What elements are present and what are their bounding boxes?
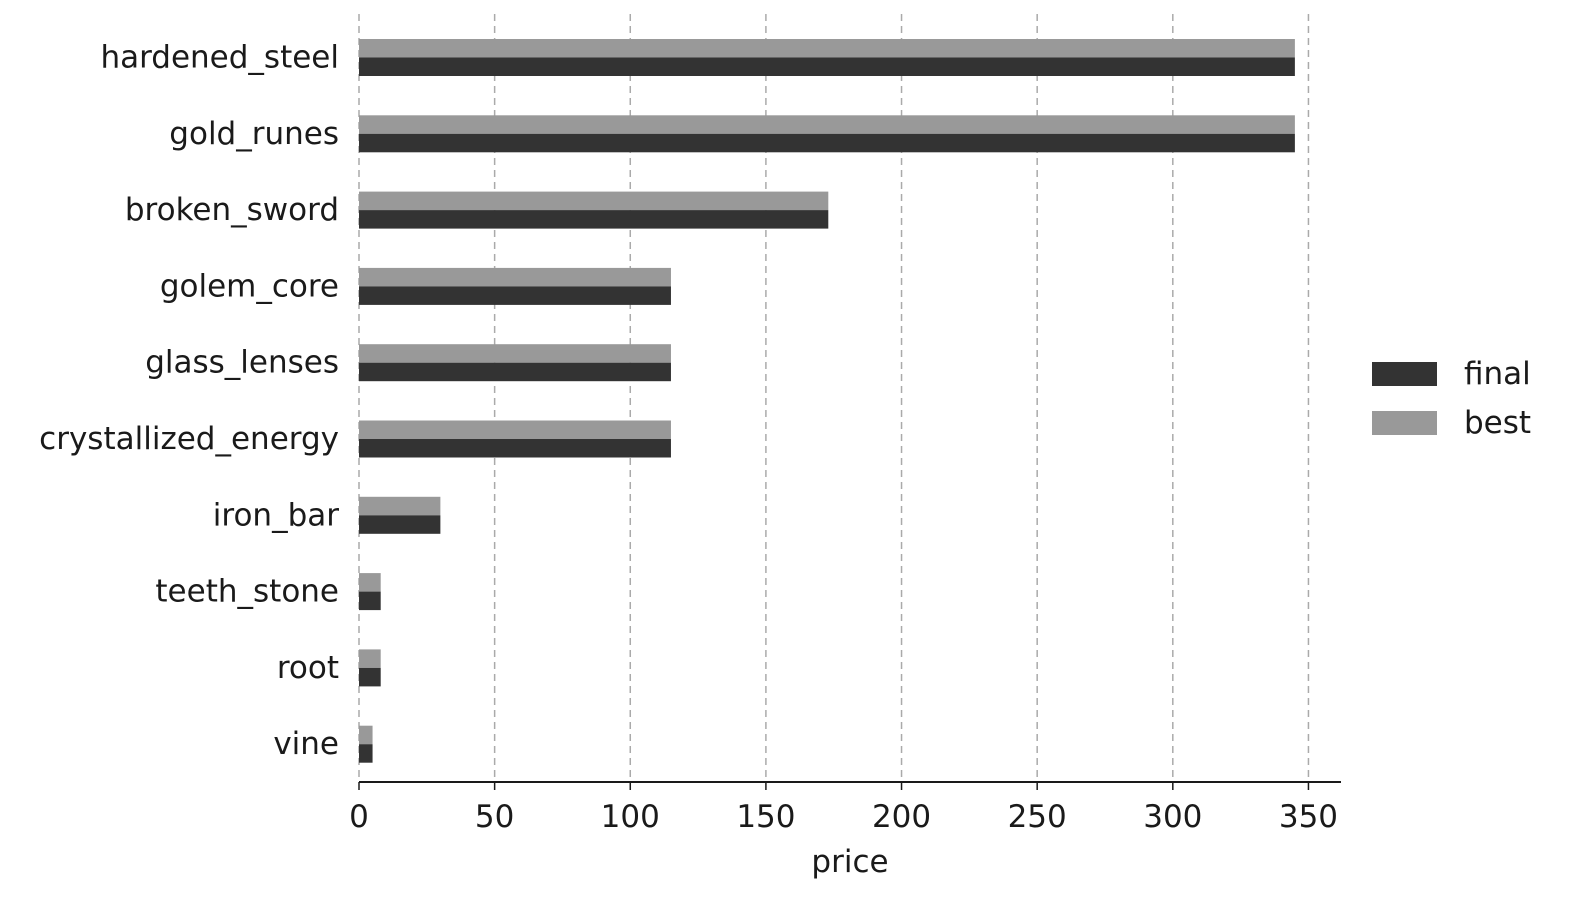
category-label-glass_lenses: glass_lenses — [145, 345, 339, 381]
bar-final-iron_bar — [359, 515, 441, 534]
bar-best-root — [359, 649, 381, 668]
legend: final best — [1372, 356, 1531, 441]
category-label-vine: vine — [273, 726, 339, 762]
legend-label-best: best — [1464, 405, 1531, 441]
category-label-hardened_steel: hardened_steel — [100, 40, 339, 76]
bar-best-iron_bar — [359, 496, 441, 516]
bar-best-golem_core — [359, 267, 671, 287]
x-tick-label-200: 200 — [872, 799, 931, 835]
x-axis-title: price — [811, 844, 888, 880]
bar-best-hardened_steel — [359, 39, 1295, 58]
bar-best-vine — [359, 725, 373, 745]
x-tick-label-0: 0 — [349, 799, 369, 835]
legend-swatch-best — [1372, 411, 1437, 435]
category-label-teeth_stone: teeth_stone — [155, 574, 339, 610]
x-tick-label-150: 150 — [736, 799, 795, 835]
x-axis: 0 50 100 150 200 250 300 350 — [349, 781, 1341, 835]
category-label-gold_runes: gold_runes — [169, 116, 339, 152]
bar-best-teeth_stone — [359, 573, 381, 592]
legend-label-final: final — [1464, 356, 1531, 392]
x-tick-label-250: 250 — [1008, 799, 1067, 835]
bar-best-glass_lenses — [359, 344, 671, 363]
bars — [359, 39, 1295, 763]
category-label-crystallized_energy: crystallized_energy — [39, 421, 339, 457]
category-label-root: root — [277, 650, 339, 686]
bar-best-broken_sword — [359, 191, 829, 211]
bar-final-hardened_steel — [359, 57, 1295, 76]
x-tick-label-300: 300 — [1143, 799, 1202, 835]
category-label-broken_sword: broken_sword — [125, 192, 339, 228]
x-tick-label-350: 350 — [1279, 799, 1338, 835]
bar-final-vine — [359, 744, 373, 763]
bar-final-broken_sword — [359, 210, 829, 229]
bar-final-crystallized_energy — [359, 439, 671, 458]
bar-best-crystallized_energy — [359, 420, 671, 439]
grid-lines — [358, 14, 1310, 782]
x-tick-label-100: 100 — [601, 799, 660, 835]
category-labels: hardened_steel gold_runes broken_swordgole… — [39, 40, 339, 763]
bar-final-teeth_stone — [359, 591, 381, 611]
bar-final-root — [359, 667, 381, 687]
legend-swatch-final — [1372, 362, 1437, 386]
bar-final-glass_lenses — [359, 362, 671, 382]
x-tick-label-50: 50 — [475, 799, 514, 835]
bar-final-gold_runes — [359, 133, 1295, 153]
bar-final-golem_core — [359, 286, 671, 305]
bar-best-gold_runes — [359, 115, 1295, 134]
category-label-golem_core: golem_core — [160, 268, 339, 304]
category-label-iron_bar: iron_bar — [213, 497, 339, 533]
